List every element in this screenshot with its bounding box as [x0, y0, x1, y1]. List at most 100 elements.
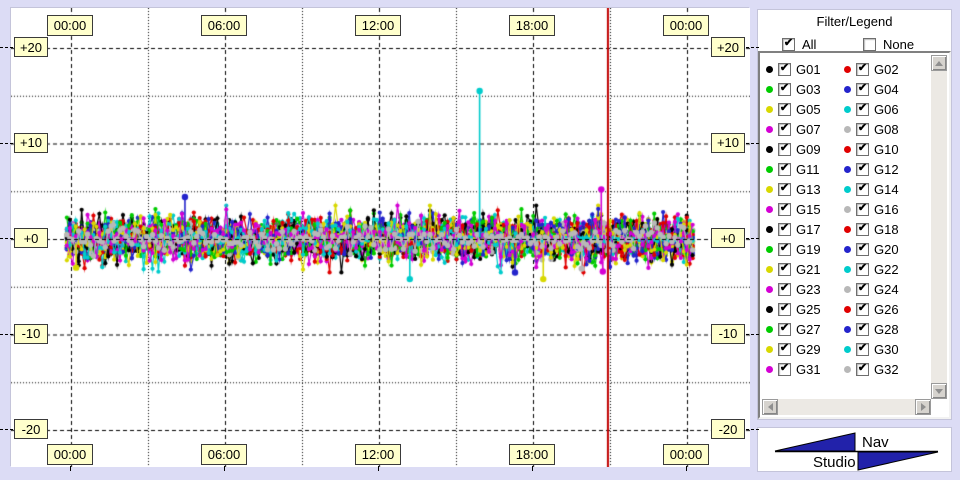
legend-item-label: G31	[796, 361, 821, 377]
legend-checkbox-G22[interactable]	[856, 262, 869, 276]
legend-item-G07[interactable]: G07	[766, 119, 821, 139]
legend-checkbox-G21[interactable]	[778, 262, 791, 276]
legend-checkbox-G23[interactable]	[778, 282, 791, 296]
satellite-color-dot	[844, 325, 851, 333]
legend-checkbox-G07[interactable]	[778, 122, 791, 136]
satellite-color-dot	[766, 205, 773, 213]
legend-item-G21[interactable]: G21	[766, 259, 821, 279]
legend-item-G18[interactable]: G18	[844, 219, 899, 239]
legend-checkbox-G01[interactable]	[778, 62, 791, 76]
legend-item-G31[interactable]: G31	[766, 359, 821, 379]
legend-item-G06[interactable]: G06	[844, 99, 899, 119]
satellite-color-dot	[766, 345, 773, 353]
y-axis-label-right: +20	[711, 37, 745, 57]
x-axis-label-top: 18:00	[509, 15, 555, 36]
legend-item-G04[interactable]: G04	[844, 79, 899, 99]
legend-item-G23[interactable]: G23	[766, 279, 821, 299]
legend-checkbox-G14[interactable]	[856, 182, 869, 196]
legend-checkbox-G32[interactable]	[856, 362, 869, 376]
filter-none-checkbox[interactable]	[863, 37, 876, 51]
y-axis-label-left: +0	[14, 228, 48, 248]
scroll-down-button[interactable]	[931, 383, 947, 399]
legend-item-G02[interactable]: G02	[844, 59, 899, 79]
legend-checkbox-G30[interactable]	[856, 342, 869, 356]
filter-all-checkbox[interactable]	[782, 37, 795, 51]
scroll-up-button[interactable]	[931, 55, 947, 71]
legend-checkbox-G02[interactable]	[856, 62, 869, 76]
legend-item-G15[interactable]: G15	[766, 199, 821, 219]
legend-item-G08[interactable]: G08	[844, 119, 899, 139]
plot-canvas[interactable]	[11, 8, 750, 467]
satellite-color-dot	[766, 305, 773, 313]
filter-all-row[interactable]: All	[782, 37, 816, 52]
legend-item-G13[interactable]: G13	[766, 179, 821, 199]
legend-list[interactable]: G01 G02 G03 G04 G05 G06 G07 G08 G09 G10 G11 G12 G13 G…	[758, 51, 951, 419]
legend-item-G10[interactable]: G10	[844, 139, 899, 159]
legend-item-label: G32	[874, 361, 899, 377]
legend-item-G14[interactable]: G14	[844, 179, 899, 199]
legend-item-G28[interactable]: G28	[844, 319, 899, 339]
legend-checkbox-G04[interactable]	[856, 82, 869, 96]
legend-item-G20[interactable]: G20	[844, 239, 899, 259]
axis-tick	[532, 466, 533, 471]
scroll-left-button[interactable]	[762, 399, 778, 415]
legend-item-G01[interactable]: G01	[766, 59, 821, 79]
legend-checkbox-G26[interactable]	[856, 302, 869, 316]
legend-item-G19[interactable]: G19	[766, 239, 821, 259]
legend-checkbox-G28[interactable]	[856, 322, 869, 336]
legend-checkbox-G18[interactable]	[856, 222, 869, 236]
legend-checkbox-G27[interactable]	[778, 322, 791, 336]
legend-item-G12[interactable]: G12	[844, 159, 899, 179]
legend-item-G30[interactable]: G30	[844, 339, 899, 359]
satellite-color-dot	[844, 105, 851, 113]
legend-checkbox-G10[interactable]	[856, 142, 869, 156]
satellite-color-dot	[766, 225, 773, 233]
legend-checkbox-G29[interactable]	[778, 342, 791, 356]
legend-checkbox-G16[interactable]	[856, 202, 869, 216]
satellite-color-dot	[766, 265, 773, 273]
legend-item-G24[interactable]: G24	[844, 279, 899, 299]
legend-item-label: G17	[796, 221, 821, 237]
legend-item-label: G11	[796, 161, 820, 177]
filter-none-row[interactable]: None	[863, 37, 914, 52]
legend-item-G27[interactable]: G27	[766, 319, 821, 339]
legend-checkbox-G31[interactable]	[778, 362, 791, 376]
legend-item-G32[interactable]: G32	[844, 359, 899, 379]
legend-horizontal-scrollbar[interactable]	[762, 399, 931, 415]
legend-checkbox-G25[interactable]	[778, 302, 791, 316]
legend-item-G17[interactable]: G17	[766, 219, 821, 239]
legend-item-G26[interactable]: G26	[844, 299, 899, 319]
legend-panel: Filter/Legend All None G01G02G03G04G05G0…	[757, 9, 952, 420]
logo-triangle-lower	[857, 451, 939, 471]
legend-item-G25[interactable]: G25	[766, 299, 821, 319]
legend-checkbox-G19[interactable]	[778, 242, 791, 256]
legend-checkbox-G20[interactable]	[856, 242, 869, 256]
legend-item-G22[interactable]: G22	[844, 259, 899, 279]
axis-tick	[746, 47, 759, 48]
legend-item-G09[interactable]: G09	[766, 139, 821, 159]
legend-item-label: G25	[796, 301, 821, 317]
satellite-color-dot	[844, 125, 851, 133]
legend-checkbox-G17[interactable]	[778, 222, 791, 236]
legend-item-G05[interactable]: G05	[766, 99, 821, 119]
legend-checkbox-G03[interactable]	[778, 82, 791, 96]
legend-checkbox-G11[interactable]	[778, 162, 791, 176]
legend-item-G11[interactable]: G11	[766, 159, 820, 179]
legend-checkbox-G05[interactable]	[778, 102, 791, 116]
legend-item-G29[interactable]: G29	[766, 339, 821, 359]
x-axis-label-top: 06:00	[201, 15, 247, 36]
legend-checkbox-G08[interactable]	[856, 122, 869, 136]
legend-item-label: G26	[874, 301, 899, 317]
legend-checkbox-G15[interactable]	[778, 202, 791, 216]
legend-item-G16[interactable]: G16	[844, 199, 899, 219]
legend-checkbox-G24[interactable]	[856, 282, 869, 296]
legend-checkbox-G12[interactable]	[856, 162, 869, 176]
legend-vertical-scrollbar[interactable]	[931, 55, 947, 399]
scroll-right-button[interactable]	[915, 399, 931, 415]
y-axis-label-left: -20	[14, 419, 48, 439]
legend-item-label: G12	[874, 161, 899, 177]
legend-item-G03[interactable]: G03	[766, 79, 821, 99]
legend-checkbox-G09[interactable]	[778, 142, 791, 156]
legend-checkbox-G06[interactable]	[856, 102, 869, 116]
legend-checkbox-G13[interactable]	[778, 182, 791, 196]
